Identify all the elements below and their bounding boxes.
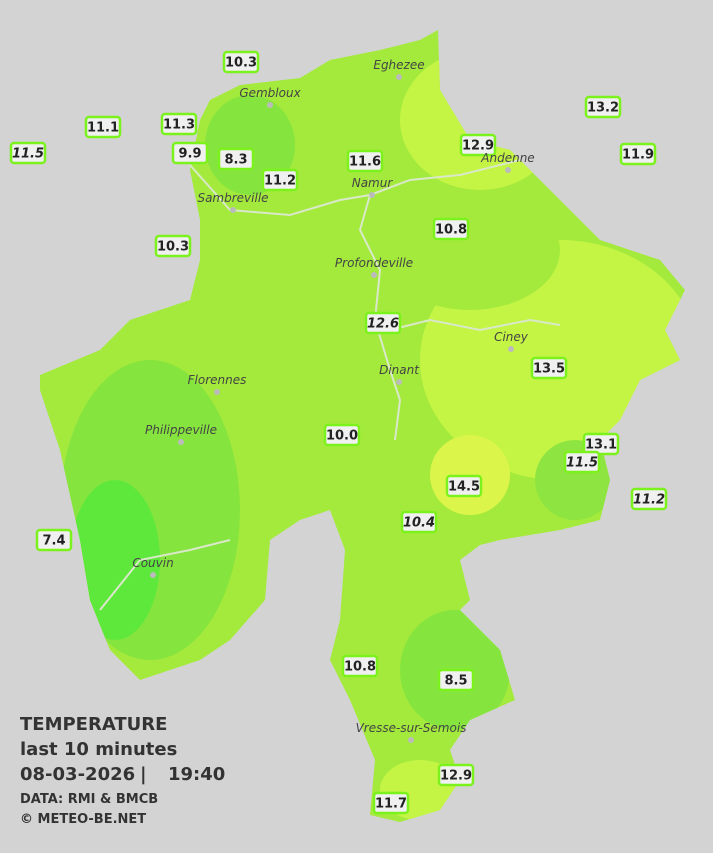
- city-name: Gembloux: [239, 86, 301, 100]
- station-box: [160, 112, 198, 136]
- station-box: [400, 510, 438, 534]
- station-temp: 8.5: [444, 674, 467, 689]
- station-box: [563, 450, 601, 474]
- station-temp: 11.5: [12, 147, 44, 162]
- city-name: Profondeville: [335, 256, 413, 270]
- station-temp: 12.6: [367, 317, 399, 332]
- city-dot: [267, 102, 273, 108]
- city-name: Ciney: [494, 330, 529, 344]
- station-box: [619, 142, 657, 166]
- legend-separator: |: [140, 764, 147, 785]
- city-dot: [371, 272, 377, 278]
- station-box: [346, 149, 384, 173]
- station-box: [171, 141, 209, 165]
- station-box: [261, 168, 299, 192]
- station-temp: 10.8: [344, 660, 376, 675]
- station-temp: 11.6: [349, 155, 381, 170]
- station-box: [437, 763, 475, 787]
- station-temp: 10.3: [157, 240, 189, 255]
- city-dot: [505, 167, 511, 173]
- city-dot: [396, 379, 402, 385]
- city-dot: [178, 439, 184, 445]
- legend-date: 08-03-2026: [20, 764, 135, 785]
- station-box: [582, 432, 620, 456]
- city-name: Vresse-sur-Semois: [356, 721, 467, 735]
- station-box: [154, 234, 192, 258]
- station-box: [445, 474, 483, 498]
- station-temp: 9.9: [178, 147, 201, 162]
- station-temp: 11.2: [633, 493, 665, 508]
- station-temp: 13.2: [587, 101, 619, 116]
- city-name: Sambreville: [197, 191, 268, 205]
- city-dot: [408, 737, 414, 743]
- station-temp: 11.5: [566, 456, 598, 471]
- station-temp: 11.2: [264, 174, 296, 189]
- station-box: [432, 217, 470, 241]
- city-name: Florennes: [188, 373, 247, 387]
- legend-time: 19:40: [168, 764, 225, 785]
- station-temp: 11.3: [163, 118, 195, 133]
- station-temp: 13.1: [585, 438, 617, 453]
- legend-source: DATA: RMI & BMCB: [20, 792, 158, 807]
- station-temp: 10.8: [435, 223, 467, 238]
- station-box: [630, 487, 668, 511]
- city-name: Philippeville: [145, 423, 217, 437]
- city-name: Namur: [352, 176, 394, 190]
- station-temp: 12.9: [440, 769, 472, 784]
- station-temp: 14.5: [448, 480, 480, 495]
- city-dot: [230, 207, 236, 213]
- city-name: Eghezee: [373, 58, 424, 72]
- station-temp: 12.9: [462, 139, 494, 154]
- station-box: [437, 668, 475, 692]
- station-temp: 11.9: [622, 148, 654, 163]
- city-dot: [150, 572, 156, 578]
- city-dot: [214, 389, 220, 395]
- station-temp: 10.0: [326, 429, 358, 444]
- legend-copyright: © METEO-BE.NET: [20, 812, 146, 827]
- station-box: [222, 50, 260, 74]
- station-box: [217, 147, 255, 171]
- city-dot: [396, 74, 402, 80]
- station-temp: 11.1: [87, 121, 119, 136]
- station-box: [584, 95, 622, 119]
- station-box: [372, 791, 410, 815]
- city-dot: [369, 192, 375, 198]
- legend-title: TEMPERATURE: [20, 714, 167, 735]
- station-box: [35, 528, 73, 552]
- station-box: [341, 654, 379, 678]
- station-temp: 10.4: [403, 516, 435, 531]
- station-temp: 11.7: [375, 797, 407, 812]
- station-box: [323, 423, 361, 447]
- station-temp: 8.3: [224, 153, 247, 168]
- city-name: Dinant: [379, 363, 420, 377]
- station-box: [9, 141, 47, 165]
- station-temp: 7.4: [42, 534, 65, 549]
- city-name: Andenne: [480, 151, 534, 165]
- station-box: [530, 356, 568, 380]
- city-dot: [508, 346, 514, 352]
- station-box: [459, 133, 497, 157]
- station-box: [84, 115, 122, 139]
- city-name: Couvin: [132, 556, 173, 570]
- station-box: [364, 311, 402, 335]
- legend-subtitle: last 10 minutes: [20, 739, 177, 760]
- station-temp: 13.5: [533, 362, 565, 377]
- station-temp: 10.3: [225, 56, 257, 71]
